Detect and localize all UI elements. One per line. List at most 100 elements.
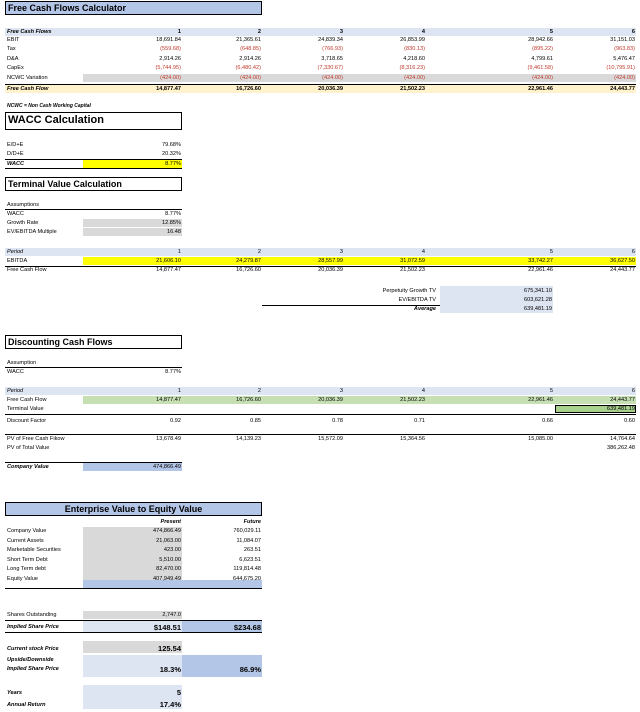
avg-value: 639,481.19 [524,306,552,312]
ev-future-header: Future [243,519,261,525]
pg-label: Perpetuity Growth TV [382,288,436,294]
wacc-value: 8.77% [165,161,181,167]
ev-row-label: Company Value [7,528,47,534]
dcf-fcf-5: 22,961.46 [528,397,553,403]
tv-title-box [5,177,182,191]
ud-present: 18.3% [159,665,181,674]
tv-summary-line [262,305,553,306]
fcf-total-3: 20,036.39 [318,86,343,92]
ev-present-header: Present [160,519,181,525]
fcf-row-value: 31,151.03 [610,37,635,43]
wacc-value-fill [83,160,182,168]
ev-row-label: Current Assets [7,537,44,544]
tv-period-band [5,248,636,256]
fcf-title-box [5,1,262,15]
ev-row-present: 82,470.00 [156,566,181,573]
fcf-row-value: (7,330.67) [317,65,344,72]
isp-line-top [5,620,262,621]
ev-title: Enterprise Value to Equity Value [64,504,203,514]
dcf-title: Discounting Cash Flows [8,337,113,347]
ev-row-future: 263.51 [243,547,261,554]
tv-period-6: 6 [631,249,635,255]
tv-mult-value: 16.48 [167,229,181,235]
dcf-df-label: Discount Factor [7,418,47,424]
dcf-tv-fill [555,405,636,413]
pg-value-fill [440,286,553,313]
ud-future-fill [182,655,262,677]
ev-row-present: 474,866.49 [153,528,181,534]
dcf-fcf-4: 21,502.23 [400,397,425,403]
dcf-company-line [5,462,182,463]
dcf-df-3: 0.78 [332,418,343,424]
ev-tv-label: EV/EBITDA TV [398,297,436,303]
tv-fcf-6: 24,443.77 [610,267,635,273]
ev-row-future: 11,084.07 [236,537,261,544]
fcf-row-label: D&A [7,55,19,62]
csp-label: Current stock Price [7,646,59,652]
dcf-pvtv-label: PV of Total Value [7,445,50,451]
dcf-pvtv-value: 386,262.48 [607,445,635,451]
dcf-period-label: Period [7,388,24,394]
years-label: Years [7,690,23,696]
tv-ebitda-label: EBITDA [7,258,28,264]
dcf-period-4: 4 [421,388,425,394]
ev-tv-value: 603,621.28 [524,297,552,303]
dcf-wacc-label: WACC [7,369,24,375]
fcf-row-value: (424.00) [404,74,425,81]
fcf-row-value: (424.00) [614,74,635,81]
csp-value: 125.54 [158,644,181,653]
dcf-fcf-1: 14,877.47 [156,397,181,403]
ev-row-label: Long Term debt [7,566,46,573]
fcf-row-value: (424.00) [532,74,553,81]
tv-growth-fill [83,219,182,227]
dcf-pvfcf-2: 14,139.23 [236,436,261,442]
isp-future: $234.68 [233,623,261,632]
fcf-total-label: Free Cash Flow [7,86,49,92]
fcf-row-value: 3,718.65 [321,55,343,62]
pg-value: 675,341.10 [524,288,552,294]
dcf-fcf-3: 20,036.39 [318,397,343,403]
ud-label-1: Upside/Downside [7,657,54,663]
tv-ebitda-2: 24,279.87 [236,258,261,264]
fcf-period-6: 6 [631,29,635,35]
fcf-row-value: 24,839.34 [318,37,343,43]
wacc-line-bottom [5,168,182,169]
fcf-row-value: (6,480.42) [235,65,262,72]
dcf-df-6: 0.60 [624,418,635,424]
ud-present-fill [83,655,182,677]
tv-wacc-value: 8.77% [165,211,181,217]
dcf-title-box [5,335,182,349]
fcf-row-value: (895.22) [532,46,553,53]
fcf-row-value: (10,795.91) [606,65,635,72]
tv-mult-label: EV/EBITDA Multiple [7,229,57,235]
tv-assumptions-line [5,209,182,210]
shares-value: 2,747.0 [162,612,181,618]
dcf-df-5: 0.66 [542,418,553,424]
fcf-row-value: 28,942.66 [528,37,553,43]
fcf-period-2: 2 [257,29,261,35]
dcf-tv-value: 639,481.19 [607,406,635,412]
fcf-row-value: (5,744.95) [155,65,182,72]
dd-label: D/D+E [7,151,24,157]
fcf-header-band [5,28,636,36]
dcf-pvfcf-5: 15,085.00 [528,436,553,442]
dcf-df-2: 0.85 [250,418,261,424]
isp-present: $148.51 [153,623,181,632]
dcf-fcf-2: 16,726.60 [236,397,261,403]
fcf-row-value: (766.93) [322,46,343,53]
ev-row-future: 644,675.20 [233,576,261,582]
fcf-title: Free Cash Flows Calculator [8,3,127,13]
dcf-fcf-label: Free Cash Flow [7,397,47,403]
fcf-row-value: (8,316.23) [399,65,426,72]
ev-present-fill [83,527,182,582]
dcf-period-5: 5 [549,388,553,394]
isp-future-fill [182,621,262,632]
isp-line-bottom [5,632,262,633]
fcf-row-value: (648.85) [240,46,261,53]
ev-row-future: 119,814.48 [233,566,261,573]
fcf-total-line [5,84,636,85]
fcf-row-value: (559.68) [160,46,181,53]
tv-growth-label: Growth Rate [7,220,39,226]
tv-ebitda-band [83,257,636,265]
tv-period-3: 3 [339,249,343,255]
